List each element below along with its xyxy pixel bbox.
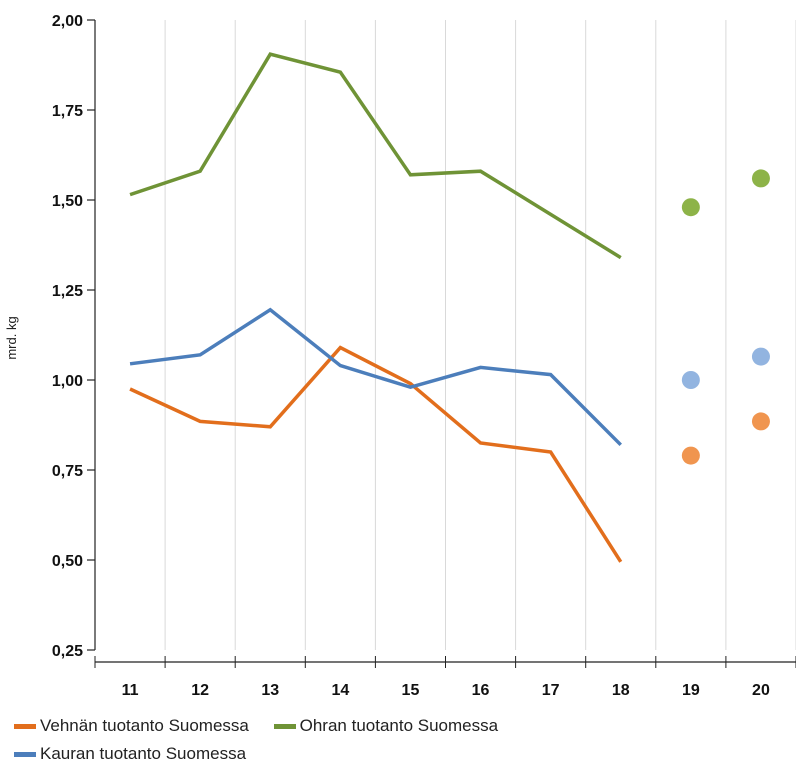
- y-tick-label: 0,75: [52, 463, 83, 480]
- legend-label-wheat: Vehnän tuotanto Suomessa: [40, 716, 249, 735]
- line-chart: 0,25 0,50 0,75 1,00 1,25 1,50 1,75 2,00 11 12 13 14…: [4, 13, 796, 699]
- y-tick-label: 0,50: [52, 553, 83, 570]
- x-tick-label: 14: [331, 682, 349, 699]
- y-tick-label: 1,25: [52, 283, 83, 300]
- series-line-2: [129, 307, 622, 447]
- forecast-point: [751, 347, 770, 366]
- x-tick-label: 15: [402, 682, 420, 699]
- series-line-0: [129, 345, 623, 563]
- legend-swatch-wheat: [14, 723, 36, 729]
- y-tick-label: 0,25: [52, 643, 83, 660]
- legend-label-barley: Ohran tuotanto Suomessa: [299, 716, 499, 735]
- y-tick-label: 1,00: [52, 373, 83, 390]
- y-tick-label: 1,50: [52, 193, 83, 210]
- series-line-1: [129, 52, 622, 260]
- x-tick-label: 19: [682, 682, 700, 699]
- x-tick-label: 17: [542, 682, 560, 699]
- axes: [87, 19, 796, 668]
- x-tick-label: 20: [752, 682, 770, 699]
- x-tick-label: 18: [612, 682, 630, 699]
- legend: Vehnän tuotanto Suomessa Ohran tuotanto …: [14, 712, 774, 768]
- tick-labels: 0,25 0,50 0,75 1,00 1,25 1,50 1,75 2,00 11 12 13 14…: [52, 13, 770, 699]
- x-tick-label: 13: [261, 682, 279, 699]
- y-axis-title: mrd. kg: [4, 316, 19, 359]
- x-tick-label: 12: [191, 682, 209, 699]
- x-tick-label: 16: [472, 682, 490, 699]
- y-tick-label: 1,75: [52, 103, 83, 120]
- legend-swatch-oats: [14, 751, 36, 757]
- gridlines: [164, 20, 796, 650]
- forecast-point: [681, 446, 700, 465]
- series-lines: [129, 52, 770, 563]
- legend-label-oats: Kauran tuotanto Suomessa: [40, 744, 247, 763]
- forecast-point: [681, 198, 700, 217]
- legend-item-wheat: Vehnän tuotanto Suomessa: [14, 712, 249, 740]
- forecast-point: [751, 412, 770, 431]
- legend-item-oats: Kauran tuotanto Suomessa: [14, 740, 246, 768]
- forecast-point: [751, 169, 770, 188]
- legend-item-barley: Ohran tuotanto Suomessa: [273, 712, 499, 740]
- forecast-point: [681, 371, 700, 389]
- y-tick-label: 2,00: [52, 13, 83, 30]
- legend-swatch-barley: [273, 723, 296, 729]
- x-tick-label: 11: [122, 682, 139, 699]
